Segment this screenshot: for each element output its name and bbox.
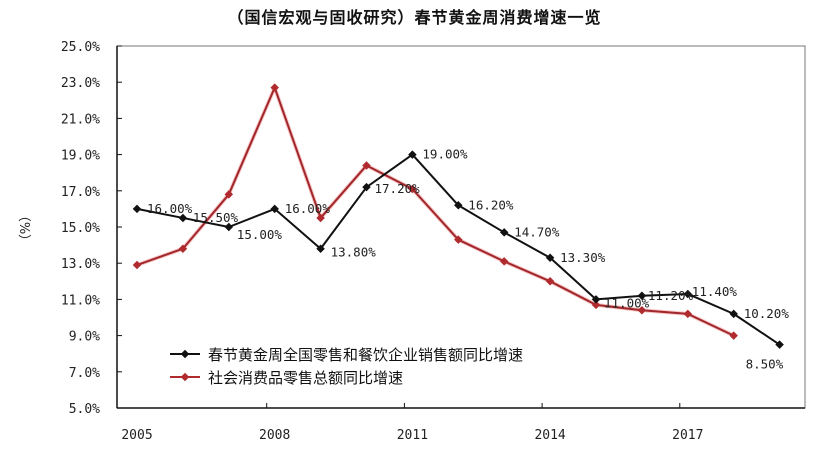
data-label: 19.00% [422,147,468,162]
data-point-marker [132,260,142,270]
data-label: 13.80% [331,245,377,260]
data-point-marker [270,204,279,214]
series-group [132,83,784,349]
data-label: 17.20% [375,181,421,196]
data-point-marker [178,244,188,253]
data-point-marker [729,309,738,319]
data-point-marker [683,309,693,319]
data-labels: 16.00%15.50%15.00%16.00%13.80%17.20%19.0… [147,147,789,372]
x-tick-label: 2008 [259,428,290,443]
chart-title: （国信宏观与固收研究）春节黄金周消费增速一览 [227,8,602,27]
data-point-marker [178,213,188,223]
data-point-marker [591,300,601,310]
x-tick-label: 2011 [397,428,428,443]
y-axis-label: （%） [16,209,31,247]
y-tick-label: 17.0% [61,185,100,200]
y-axis: 25.0% 23.0% 21.0% 19.0% 17.0% 15.0% 13.0% 11.0%… [61,40,122,417]
data-point-marker [683,289,693,299]
svg-text:社会消费品零售总额同比增速: 社会消费品零售总额同比增速 [208,369,403,387]
data-point-marker [545,277,555,286]
x-axis: 2005 2008 2011 2014 2017 [121,403,703,443]
data-label: 16.20% [468,197,514,212]
data-label: 13.30% [560,250,606,265]
y-tick-label: 9.0% [69,330,100,345]
y-tick-label: 19.0% [61,149,100,164]
data-point-marker [224,190,234,199]
data-point-marker [132,204,142,214]
data-point-marker [499,257,509,266]
data-point-marker [454,235,463,244]
data-label: 11.40% [692,284,738,299]
legend-item-social-retail: 社会消费品零售总额同比增速 [170,369,403,387]
data-point-marker [729,331,738,340]
y-tick-label: 21.0% [61,112,100,127]
data-point-marker [591,295,601,304]
y-tick-label: 13.0% [61,257,100,272]
svg-text:春节黄金周全国零售和餐饮企业销售额同比增速: 春节黄金周全国零售和餐饮企业销售额同比增速 [208,346,523,364]
series-social-retail [132,83,738,340]
data-label: 14.70% [514,224,560,239]
y-tick-label: 5.0% [69,402,100,417]
series-retail-catering [132,150,784,349]
legend-item-retail-catering: 春节黄金周全国零售和餐饮企业销售额同比增速 [170,346,523,364]
data-label: 11.20% [648,288,694,303]
data-point-marker [775,340,784,349]
data-point-marker [362,161,371,170]
data-point-marker [408,150,417,159]
data-point-marker [316,213,325,223]
data-point-marker [454,201,463,210]
x-tick-label: 2005 [121,428,152,443]
y-tick-label: 23.0% [61,76,100,91]
data-point-marker [270,83,279,92]
data-label: 10.20% [744,306,790,321]
x-tick-label: 2017 [672,428,703,443]
data-label: 16.00% [285,201,331,216]
data-label: 15.50% [193,210,239,225]
data-point-marker [316,244,325,253]
y-tick-label: 11.0% [61,293,100,308]
data-point-marker [637,291,647,301]
y-tick-label: 25.0% [61,40,100,55]
y-tick-label: 7.0% [69,366,100,381]
data-label: 16.00% [147,201,193,216]
x-tick-label: 2014 [534,428,565,443]
data-point-marker [637,306,647,315]
data-point-marker [499,228,509,237]
data-point-marker [362,182,371,192]
data-label: 11.00% [604,295,650,310]
data-label: 8.50% [746,357,784,372]
data-label: 15.00% [237,227,283,242]
y-tick-label: 15.0% [61,221,100,236]
data-point-marker [408,184,417,194]
data-point-marker [224,222,234,232]
